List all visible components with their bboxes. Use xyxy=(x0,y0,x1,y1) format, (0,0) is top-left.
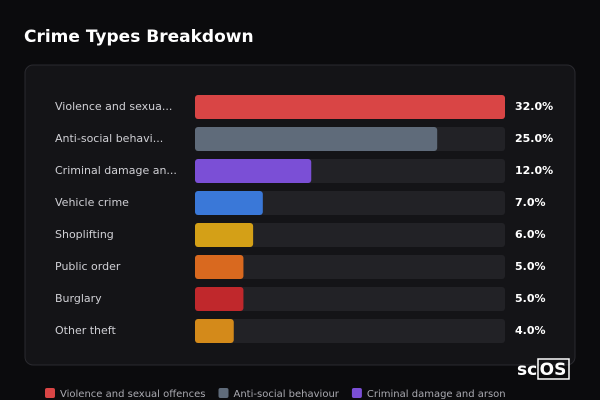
bar-track xyxy=(195,319,505,343)
bar xyxy=(195,223,254,247)
logo-prefix: sc xyxy=(517,360,537,380)
bar-track xyxy=(195,287,505,311)
value-label: 6.0% xyxy=(515,228,546,241)
logo-boxed: OS xyxy=(540,360,567,380)
bar xyxy=(195,255,244,279)
chart-title: Crime Types Breakdown xyxy=(24,27,254,47)
bar-track xyxy=(195,191,505,215)
value-label: 5.0% xyxy=(515,260,546,273)
category-label: Shoplifting xyxy=(55,228,114,241)
category-label: Public order xyxy=(55,260,121,273)
value-label: 12.0% xyxy=(515,164,553,177)
bar-track xyxy=(195,223,505,247)
legend-swatch xyxy=(218,388,229,398)
legend-label: Anti-social behaviour xyxy=(234,389,340,400)
value-label: 5.0% xyxy=(515,292,546,305)
category-label: Vehicle crime xyxy=(55,196,129,209)
category-label: Other theft xyxy=(55,324,116,337)
bar xyxy=(195,95,505,119)
legend-label: Violence and sexual offences xyxy=(60,389,206,400)
bar xyxy=(195,287,244,311)
value-label: 7.0% xyxy=(515,196,546,209)
bar xyxy=(195,191,263,215)
value-label: 25.0% xyxy=(515,132,553,145)
value-label: 4.0% xyxy=(515,324,546,337)
logo-box xyxy=(537,358,570,380)
bar-track xyxy=(195,255,505,279)
category-label: Burglary xyxy=(55,292,102,305)
legend-label: Criminal damage and arson xyxy=(367,389,506,400)
bar xyxy=(195,159,312,183)
value-label: 32.0% xyxy=(515,100,553,113)
category-label: Criminal damage an... xyxy=(55,164,177,177)
category-label: Anti-social behavi... xyxy=(55,132,163,145)
bar xyxy=(195,127,438,151)
bar xyxy=(195,319,234,343)
legend-swatch xyxy=(45,388,55,398)
legend-swatch xyxy=(351,388,362,398)
category-label: Violence and sexua... xyxy=(55,100,172,113)
